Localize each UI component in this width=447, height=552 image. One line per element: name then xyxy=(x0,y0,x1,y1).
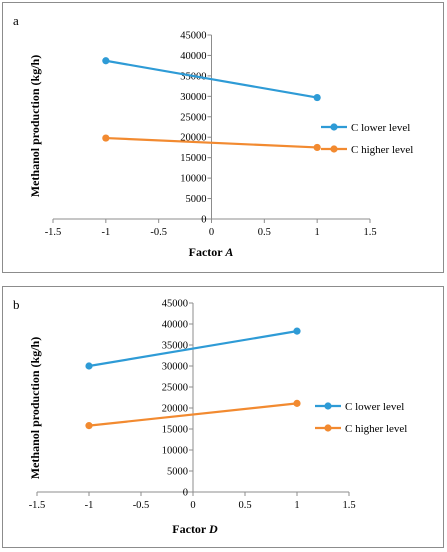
y-tick-label-b: 10000 xyxy=(162,446,188,457)
y-tick-label-b: 35000 xyxy=(162,341,188,352)
y-tick-label-b: 30000 xyxy=(162,362,188,373)
data-point-b-2 xyxy=(85,422,93,430)
panel-label-b: b xyxy=(13,297,20,312)
x-tick-label-b: -1.5 xyxy=(29,500,46,511)
data-point-b-1 xyxy=(85,362,93,370)
y-tick-label-a: 45000 xyxy=(180,31,206,42)
legend-label: C higher level xyxy=(345,423,407,435)
x-tick-label-a: 0 xyxy=(209,227,214,238)
series-line-b-2 xyxy=(88,402,298,427)
y-tick-label-a: 25000 xyxy=(180,112,206,123)
y-tick-label-a: 15000 xyxy=(180,153,206,164)
data-point-a-2 xyxy=(102,134,110,142)
x-tick-label-b: 0 xyxy=(190,500,195,511)
data-point-a-1 xyxy=(102,57,110,65)
data-point-a-2 xyxy=(313,143,321,152)
legend-entry-b-2: C higher level xyxy=(315,423,407,435)
y-tick-label-b: 15000 xyxy=(162,425,188,436)
y-axis-label-a: Methanol production (kg/h) xyxy=(28,55,42,197)
data-point-b-2 xyxy=(293,399,301,407)
panel-label-a: a xyxy=(13,13,19,28)
y-tick-label-a: 0 xyxy=(201,215,206,226)
y-tick-label-b: 0 xyxy=(183,488,188,499)
y-tick-label-b: 20000 xyxy=(162,404,188,415)
y-tick-label-a: 20000 xyxy=(180,133,206,144)
chart-b: b -1.5 -1 -0.5 0 0.5 1 1.5 0 5000 10000 15000 20000… xyxy=(13,297,407,536)
x-tick-label-a: 1.5 xyxy=(363,227,376,238)
series-line-a-1 xyxy=(105,59,318,99)
x-tick-label-b: 1.5 xyxy=(342,500,355,511)
y-tick-label-a: 5000 xyxy=(186,194,207,205)
y-axis-label-b: Methanol production (kg/h) xyxy=(28,337,42,479)
legend-swatch-marker xyxy=(330,123,338,131)
x-tick-label-a: 1 xyxy=(315,227,320,238)
chart-panel-a: a -1.5 -1 -0.5 0 0.5 1 1.5 0 5000 10000 15000 20000… xyxy=(2,2,444,273)
series-line-a-2 xyxy=(105,136,318,149)
legend-label: C lower level xyxy=(351,122,410,134)
data-point-b-1 xyxy=(293,327,301,335)
y-tick-label-b: 5000 xyxy=(167,467,188,478)
y-tick-label-b: 25000 xyxy=(162,383,188,394)
y-tick-label-a: 40000 xyxy=(180,51,206,62)
x-tick-label-b: -0.5 xyxy=(133,500,150,511)
legend-label: C higher level xyxy=(351,144,413,156)
legend-swatch-marker xyxy=(324,402,332,410)
legend-label: C lower level xyxy=(345,401,404,413)
x-tick-label-a: -0.5 xyxy=(150,227,167,238)
x-tick-label-b: 1 xyxy=(294,500,299,511)
x-axis-label-b: Factor D xyxy=(172,522,218,536)
legend-entry-b-1: C lower level xyxy=(315,401,404,413)
legend-entry-a-2: C higher level xyxy=(321,144,413,156)
chart-a: a -1.5 -1 -0.5 0 0.5 1 1.5 0 5000 10000 15000 20000… xyxy=(13,13,413,259)
x-tick-label-b: -1 xyxy=(85,500,94,511)
y-tick-label-b: 40000 xyxy=(162,320,188,331)
chart-panel-b: b -1.5 -1 -0.5 0 0.5 1 1.5 0 5000 10000 15000 20000… xyxy=(2,286,444,548)
x-tick-label-a: -1 xyxy=(101,227,110,238)
y-tick-label-b: 45000 xyxy=(162,299,188,310)
legend-swatch-marker xyxy=(330,145,338,153)
series-line-b-1 xyxy=(88,330,298,368)
data-point-a-1 xyxy=(313,93,321,102)
x-tick-label-b: 0.5 xyxy=(238,500,251,511)
x-tick-label-a: 0.5 xyxy=(258,227,271,238)
y-tick-label-a: 10000 xyxy=(180,174,206,185)
x-tick-label-a: -1.5 xyxy=(45,227,62,238)
y-tick-label-a: 30000 xyxy=(180,92,206,103)
legend-swatch-marker xyxy=(324,424,332,432)
legend-entry-a-1: C lower level xyxy=(321,122,410,134)
x-axis-label-a: Factor A xyxy=(189,245,234,259)
